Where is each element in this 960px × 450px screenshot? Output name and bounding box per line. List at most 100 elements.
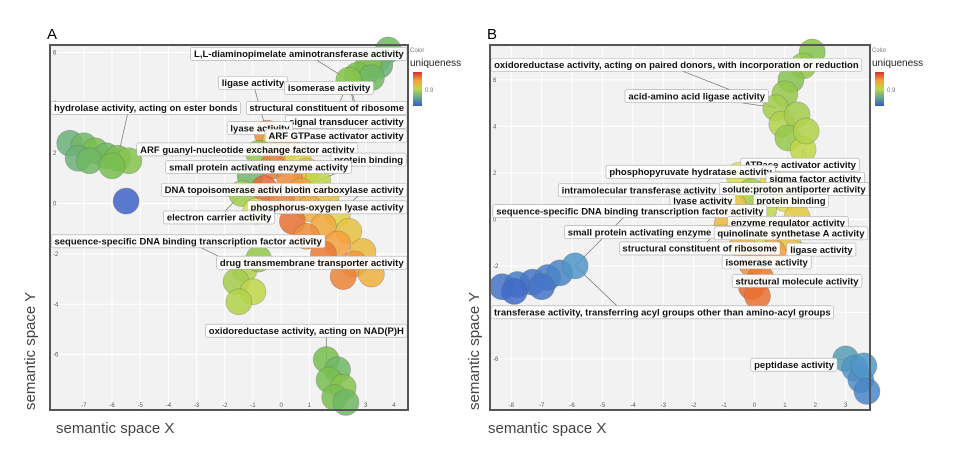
go-term-bubble [98,152,126,180]
go-term-label-text: ARF GTPase activator activity [268,131,404,142]
go-term-label: phosphopyruvate hydratase activity [605,164,776,179]
go-term-label-text: transferase activity, transferring acyl … [494,308,831,319]
go-term-label-text: peptidase activity [754,360,834,371]
go-term-label-text: small protein activating enzyme activity [169,162,349,173]
x-tick-label: -7 [539,403,545,409]
go-term-label-text: protein binding [756,196,825,207]
x-tick-label: -6 [569,403,575,409]
y-tick-label: -4 [53,302,59,308]
x-tick-label: -4 [166,403,172,409]
go-term-label-box [713,226,869,241]
panel-a-letter: A [47,26,58,43]
go-term-label-text: lyase activity [230,123,290,134]
legend-title: uniqueness [410,58,461,69]
x-tick-label: -1 [250,403,256,409]
go-term-bubble [528,273,556,301]
go-term-label-text: intramolecular transferase activity [562,186,717,197]
go-term-label: structural constituent of ribosome [246,101,408,115]
go-term-label-box [721,255,812,270]
go-term-label: quinolinate synthetase A activity [713,226,869,241]
go-term-label: DNA topoisomerase activity [161,182,295,197]
x-tick-label: -5 [600,403,606,409]
go-term-label: drug transmembrane transporter activity [216,255,408,270]
go-term-label: electron carrier activity [163,210,276,225]
go-term-label-box [750,357,838,372]
go-term-label-text: phosphorus-oxygen lyase activity [251,203,405,214]
go-term-label-text: ligase activity [790,245,853,256]
go-term-label-box [163,210,276,225]
go-term-bubble [850,352,878,380]
y-tick-label: -6 [53,353,59,359]
x-tick-label: 3 [844,403,848,409]
go-term-label-box [605,164,776,179]
panel-b-plot: -8-7-6-5-4-3-2-10123-6-4-20246oxidoreduc… [488,38,881,411]
panel-b-letter: B [487,26,498,43]
go-term-label-text: oxidoreductase activity, acting on paire… [494,60,859,71]
plot-frame [489,44,871,411]
go-term-label: structural constituent of ribosome [619,241,781,256]
go-term-label-text: signal transducer activity [289,117,404,128]
x-tick-label: 1 [783,403,787,409]
go-term-label: solute:proton antiporter activity [718,182,870,196]
x-tick-label: 1 [308,403,312,409]
go-term-label: lyase activity [669,193,737,208]
legend-tick-label: 0.9 [425,88,434,94]
go-term-label-text: isomerase activity [288,83,371,94]
go-term-label: sequence-specific DNA binding transcript… [50,234,326,249]
x-tick-label: -1 [721,403,727,409]
go-term-label-box [624,89,769,103]
go-term-label-text: structural molecule activity [736,276,860,287]
y-tick-label: -6 [493,357,499,363]
go-term-label-box [492,204,768,219]
x-tick-label: -4 [630,403,636,409]
y-tick-label: 2 [493,171,497,177]
y-tick-label: 6 [53,51,57,57]
go-term-label: sequence-specific DNA binding transcript… [492,204,768,219]
go-term-label: protein binding [752,193,829,208]
go-term-label-text: acid-amino acid ligase activity [628,91,765,102]
go-term-label-text: enzyme regulator activity [731,218,846,229]
go-term-label-text: structural constituent of ribosome [249,103,404,114]
go-term-label-text: drug transmembrane transporter activity [220,258,404,269]
go-term-bubble [853,378,881,405]
go-term-label-text: ATPase activator activity [744,160,856,171]
go-term-bubble [500,278,528,305]
legend-tick-label: 0.9 [887,88,896,94]
panel-a-legend: Color uniqueness 0.9 [410,48,461,106]
x-tick-label: -3 [661,403,667,409]
legend-gradient-bar [413,72,422,106]
go-term-label-text: sequence-specific DNA binding transcript… [54,237,322,248]
panel-b-legend: Color uniqueness 0.9 [872,48,923,106]
go-term-label: transferase activity, transferring acyl … [490,305,834,320]
x-tick-label: -8 [509,403,515,409]
go-term-label-text: phosphopyruvate hydratase activity [609,167,772,178]
go-term-bubble [76,147,103,175]
go-term-label-text: hydrolase activity, acting on ester bond… [54,103,238,114]
legend-title: uniqueness [872,58,923,69]
go-term-label: ARF guanyl-nucleotide exchange factor ac… [136,142,359,157]
go-term-label-box [165,160,352,174]
x-tick-label: -5 [138,403,144,409]
go-term-label: signal transducer activity [285,114,408,129]
x-tick-label: -7 [81,403,87,409]
legend-color-caption: Color [872,48,886,54]
go-term-label: isomerase activity [284,80,374,95]
x-tick-label: 2 [814,403,818,409]
go-term-label-text: L,L-diaminopimelate aminotransferase act… [194,49,404,60]
x-tick-label: 0 [753,403,757,409]
go-term-label-text: sigma factor activity [769,174,862,185]
x-tick-label: 3 [364,403,368,409]
go-term-label-text: lyase activity [673,196,733,207]
y-tick-label: -2 [53,252,59,258]
y-tick-label: 0 [493,217,497,223]
go-term-label-box [136,142,359,157]
go-term-label-text: small protein activating enzyme activity [568,227,748,238]
x-tick-label: 4 [392,403,396,409]
go-term-label-text: protein binding [334,155,403,166]
legend-color-caption: Color [410,48,424,54]
go-term-label: ARF GTPase activator activity [264,128,408,143]
go-term-label-box [619,241,781,256]
go-term-label-box [284,80,374,95]
go-term-label: oxidoreductase activity, acting on NAD(P… [205,323,408,338]
go-term-label: small protein activating enzyme activity [165,160,352,174]
